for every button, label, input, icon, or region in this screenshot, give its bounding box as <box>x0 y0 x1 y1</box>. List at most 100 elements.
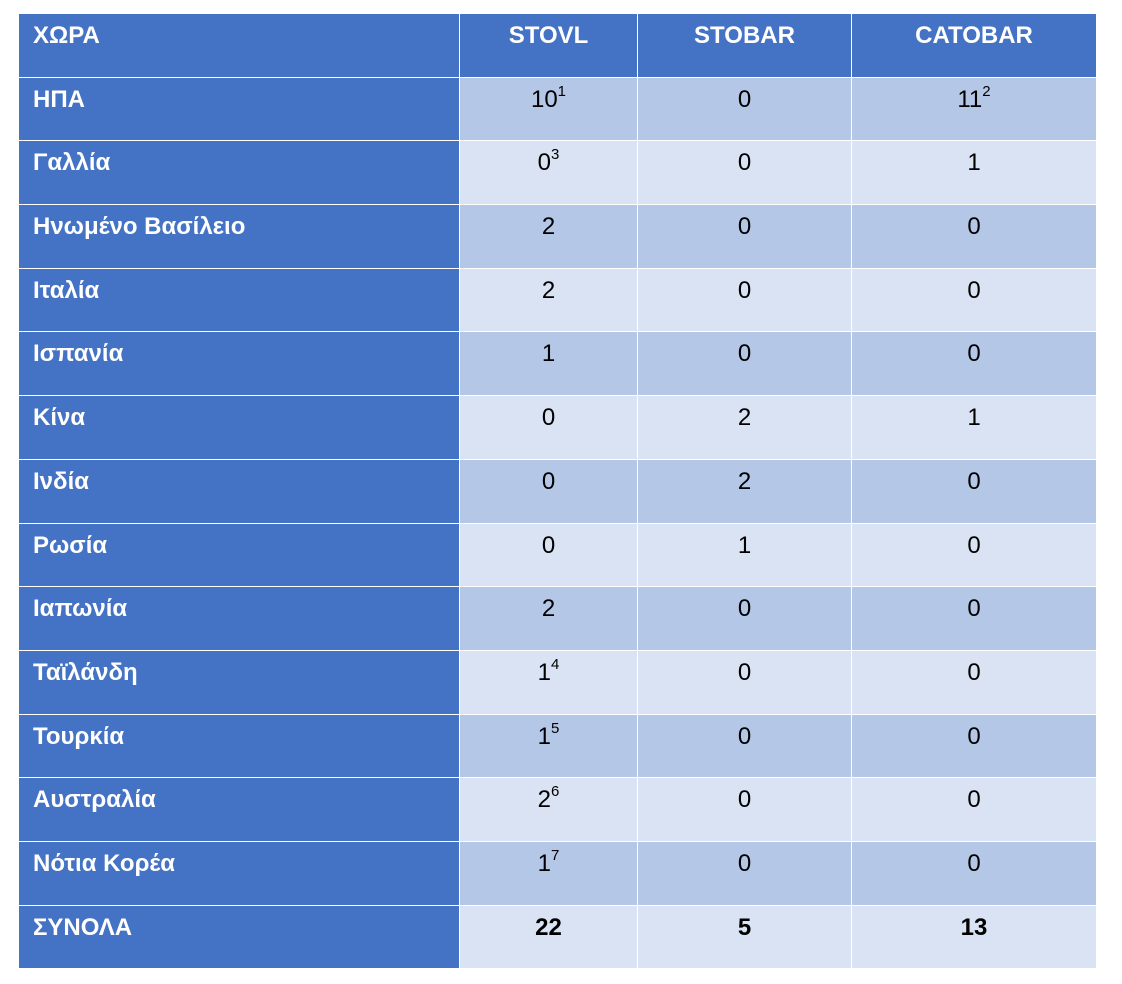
stovl-cell: 0 <box>459 395 638 460</box>
stovl-value: 1 <box>541 340 556 368</box>
table-row: Ηνωμένο Βασίλειο 2 0 0 <box>18 204 1097 269</box>
stobar-value: 0 <box>737 722 752 750</box>
total-catobar: 13 <box>851 904 1097 970</box>
country-cell: Νότια Κορέα <box>18 840 460 906</box>
footnote-marker: 5 <box>551 719 560 737</box>
stovl-value: 0 <box>541 404 556 432</box>
table-row: Ταϊλάνδη 14 0 0 <box>18 649 1097 715</box>
stobar-value: 0 <box>737 786 752 814</box>
stovl-cell: 0 <box>459 458 638 524</box>
stovl-cell: 17 <box>459 840 638 906</box>
table-row: Ινδία 0 2 0 <box>18 458 1097 524</box>
stovl-value: 2 <box>541 213 556 241</box>
footnote-marker: 2 <box>982 82 991 100</box>
catobar-value: 0 <box>967 213 981 241</box>
catobar-value: 0 <box>967 595 981 623</box>
country-cell: Τουρκία <box>18 713 460 779</box>
stobar-value: 0 <box>737 213 752 241</box>
footnote-marker: 1 <box>557 82 567 100</box>
stovl-value: 2 <box>541 276 556 304</box>
stovl-cell: 2 <box>459 204 638 269</box>
footnote-marker: 4 <box>551 655 560 673</box>
stobar-value: 0 <box>737 595 752 623</box>
stobar-cell: 0 <box>637 140 852 206</box>
stobar-cell: 0 <box>637 586 852 651</box>
table-row: Ρωσία 0 1 0 <box>18 522 1097 588</box>
stobar-cell: 2 <box>637 458 852 524</box>
catobar-value: 0 <box>967 849 981 877</box>
table-row: Γαλλία 03 0 1 <box>18 140 1097 206</box>
stobar-cell: 0 <box>637 777 852 842</box>
table-row: Νότια Κορέα 17 0 0 <box>18 840 1097 906</box>
stovl-value: 10 <box>530 85 558 113</box>
table-row: ΗΠΑ 101 0 112 <box>18 76 1097 142</box>
stovl-cell: 1 <box>459 331 638 397</box>
table-row: Ιταλία 2 0 0 <box>18 267 1097 333</box>
table-row: Τουρκία 15 0 0 <box>18 713 1097 779</box>
stovl-cell: 101 <box>459 76 638 142</box>
catobar-value: 1 <box>967 404 981 432</box>
catobar-value: 0 <box>967 340 981 368</box>
table-row: Ισπανία 1 0 0 <box>18 331 1097 397</box>
table-row: Αυστραλία 26 0 0 <box>18 777 1097 842</box>
stovl-cell: 26 <box>459 777 638 842</box>
stovl-value: 1 <box>537 849 551 877</box>
catobar-cell: 0 <box>851 331 1097 397</box>
totals-row: ΣΥΝΟΛΑ 22 5 13 <box>18 904 1097 970</box>
footnote-marker: 3 <box>551 146 560 164</box>
footnote-marker: 6 <box>551 783 560 801</box>
stovl-value: 0 <box>541 467 556 495</box>
carrier-table: ΧΩΡΑ STOVL STOBAR CATOBAR ΗΠΑ 101 0 112 … <box>18 13 1097 970</box>
catobar-cell: 0 <box>851 649 1097 715</box>
stobar-value: 0 <box>737 276 752 304</box>
catobar-cell: 0 <box>851 522 1097 588</box>
country-cell: Ιαπωνία <box>18 586 460 651</box>
catobar-cell: 0 <box>851 204 1097 269</box>
catobar-cell: 0 <box>851 840 1097 906</box>
stovl-cell: 0 <box>459 522 638 588</box>
stobar-value: 1 <box>737 531 752 559</box>
stovl-value: 1 <box>537 722 551 750</box>
stovl-cell: 2 <box>459 586 638 651</box>
catobar-value: 0 <box>967 531 981 559</box>
catobar-cell: 0 <box>851 267 1097 333</box>
table-row: Ιαπωνία 2 0 0 <box>18 586 1097 651</box>
country-cell: Ισπανία <box>18 331 460 397</box>
header-row: ΧΩΡΑ STOVL STOBAR CATOBAR <box>18 13 1097 78</box>
header-catobar: CATOBAR <box>851 13 1097 78</box>
catobar-cell: 0 <box>851 713 1097 779</box>
stobar-value: 0 <box>737 85 752 113</box>
stovl-value: 0 <box>537 149 551 177</box>
stovl-value: 1 <box>537 658 551 686</box>
stobar-cell: 0 <box>637 840 852 906</box>
stobar-value: 0 <box>737 658 752 686</box>
country-cell: Ινδία <box>18 458 460 524</box>
footnote-marker: 7 <box>551 846 560 864</box>
catobar-cell: 0 <box>851 777 1097 842</box>
stobar-value: 0 <box>737 849 752 877</box>
stobar-cell: 0 <box>637 713 852 779</box>
header-country: ΧΩΡΑ <box>18 13 460 78</box>
table-row: Κίνα 0 2 1 <box>18 395 1097 460</box>
stobar-value: 0 <box>737 340 752 368</box>
country-cell: Ρωσία <box>18 522 460 588</box>
header-stobar: STOBAR <box>637 13 852 78</box>
catobar-cell: 0 <box>851 586 1097 651</box>
stobar-cell: 0 <box>637 331 852 397</box>
stovl-value: 2 <box>541 595 556 623</box>
catobar-value: 11 <box>957 85 983 113</box>
stobar-cell: 0 <box>637 267 852 333</box>
catobar-value: 0 <box>967 467 981 495</box>
catobar-value: 0 <box>967 786 981 814</box>
catobar-cell: 112 <box>851 76 1097 142</box>
country-cell: Ηνωμένο Βασίλειο <box>18 204 460 269</box>
country-cell: Γαλλία <box>18 140 460 206</box>
total-stobar: 5 <box>637 904 852 970</box>
header-stovl: STOVL <box>459 13 638 78</box>
stovl-cell: 2 <box>459 267 638 333</box>
total-stovl: 22 <box>459 904 638 970</box>
country-cell: Αυστραλία <box>18 777 460 842</box>
catobar-cell: 1 <box>851 395 1097 460</box>
stobar-value: 2 <box>737 404 752 432</box>
stovl-cell: 03 <box>459 140 638 206</box>
